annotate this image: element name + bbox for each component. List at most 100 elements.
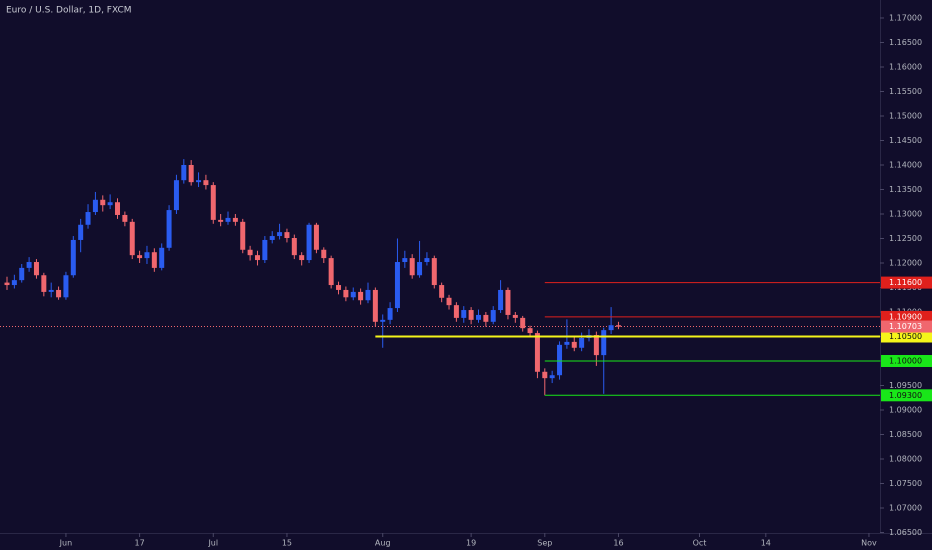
candle-body	[446, 297, 452, 306]
candle-body	[232, 217, 238, 222]
candle-body	[48, 289, 54, 292]
y-tick-label: 1.12000	[889, 258, 922, 267]
candle-body	[321, 249, 327, 259]
candle-body	[306, 224, 312, 261]
candle-body	[107, 202, 113, 206]
candle-body	[240, 221, 246, 250]
candle-body	[144, 252, 150, 259]
y-tick-label: 1.06500	[889, 528, 922, 537]
chart-title: Euro / U.S. Dollar, 1D, FXCM	[6, 6, 132, 16]
x-tick-label: Oct	[693, 539, 707, 548]
candle-body	[181, 164, 187, 181]
candle-body	[394, 262, 400, 309]
candle-body	[534, 333, 540, 372]
candle-body	[498, 289, 504, 311]
y-tick-label: 1.15500	[889, 87, 922, 96]
candle-body	[387, 308, 393, 320]
candle-body	[372, 289, 378, 322]
candle-body	[269, 236, 275, 240]
x-tick-label: Jul	[207, 539, 218, 548]
candle-body	[431, 258, 437, 286]
candle-body	[461, 310, 467, 318]
candle-body	[542, 371, 548, 379]
candle-body	[615, 325, 621, 327]
level-label: 1.10900	[889, 312, 922, 321]
candle-body	[350, 291, 356, 298]
candle-body	[468, 310, 474, 320]
candle-body	[424, 258, 430, 263]
candle-body	[365, 289, 371, 301]
candle-body	[196, 180, 202, 183]
candle-body	[593, 335, 599, 356]
x-tick-label: Nov	[861, 539, 877, 548]
candle-body	[33, 262, 39, 276]
candle-body	[151, 252, 157, 268]
candle-body	[115, 202, 121, 215]
candle-body	[512, 314, 518, 318]
candle-body	[254, 255, 260, 261]
candle-body	[247, 249, 253, 256]
level-label: 1.11600	[889, 278, 922, 287]
candle-body	[210, 185, 216, 220]
candle-body	[291, 238, 297, 256]
candle-body	[218, 219, 224, 222]
candle-body	[277, 232, 283, 237]
candle-body	[358, 291, 364, 301]
candle-body	[166, 210, 172, 248]
candle-body	[92, 199, 98, 213]
y-tick-label: 1.16000	[889, 62, 922, 71]
candle-body	[417, 262, 423, 276]
level-label-box	[881, 310, 932, 323]
candle-body	[601, 330, 607, 356]
candle-body	[343, 289, 349, 298]
candle-body	[26, 262, 32, 268]
level-label: 1.10500	[889, 332, 922, 341]
candle-body	[63, 275, 69, 298]
y-tick-label: 1.13500	[889, 185, 922, 194]
candle-body	[262, 239, 268, 261]
candle-body	[402, 258, 408, 263]
candle-body	[225, 217, 231, 222]
candle-body	[70, 239, 76, 276]
y-tick-label: 1.12500	[889, 234, 922, 243]
candle-body	[490, 310, 496, 322]
candle-body	[41, 275, 47, 292]
candle-body	[549, 375, 555, 379]
candle-body	[453, 305, 459, 318]
y-tick-label: 1.08000	[889, 455, 922, 464]
candle-body	[328, 258, 334, 286]
candle-body	[475, 314, 481, 320]
x-tick-label: Sep	[537, 539, 552, 548]
candle-body	[284, 232, 290, 239]
y-tick-label: 1.14000	[889, 160, 922, 169]
y-tick-label: 1.14500	[889, 136, 922, 145]
candle-body	[409, 258, 415, 276]
x-tick-label: 14	[761, 539, 771, 548]
x-tick-label: 17	[135, 539, 145, 548]
candle-body	[4, 282, 10, 286]
candle-body	[122, 214, 128, 222]
candle-body	[19, 267, 25, 281]
last-price-label: 1.10703	[889, 322, 922, 331]
x-tick-label: 19	[466, 539, 476, 548]
y-tick-label: 1.07000	[889, 504, 922, 513]
candle-body	[173, 180, 179, 211]
level-label-box	[881, 389, 932, 402]
candle-body	[100, 199, 106, 206]
candle-body	[439, 285, 445, 298]
y-tick-label: 1.16500	[889, 38, 922, 47]
candle-body	[564, 341, 570, 345]
candle-body	[336, 285, 342, 290]
candle-body	[557, 344, 563, 376]
y-tick-label: 1.17000	[889, 13, 922, 22]
y-tick-label: 1.09000	[889, 406, 922, 415]
x-tick-label: 15	[282, 539, 292, 548]
level-label-box	[881, 355, 932, 368]
candle-body	[159, 247, 165, 268]
x-tick-label: 16	[613, 539, 623, 548]
last-price-label-box	[881, 320, 932, 333]
candle-body	[505, 289, 511, 315]
candle-body	[78, 224, 84, 240]
